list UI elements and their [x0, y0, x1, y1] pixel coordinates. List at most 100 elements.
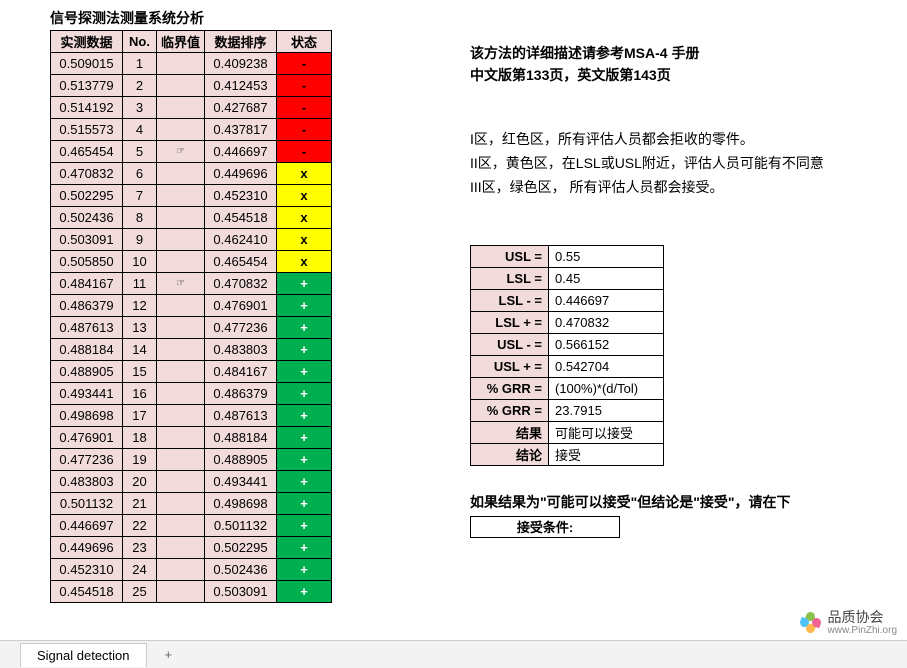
table-row[interactable]: 0.50309190.462410x: [51, 229, 332, 251]
cell-sorted[interactable]: 0.446697: [205, 141, 277, 163]
cell-status[interactable]: +: [277, 405, 332, 427]
cell-no[interactable]: 15: [123, 361, 157, 383]
param-value[interactable]: (100%)*(d/Tol): [549, 378, 664, 400]
cell-status[interactable]: -: [277, 75, 332, 97]
table-row[interactable]: 0.51557340.437817-: [51, 119, 332, 141]
cell-sorted[interactable]: 0.488905: [205, 449, 277, 471]
cell-data[interactable]: 0.484167: [51, 273, 123, 295]
cell-no[interactable]: 20: [123, 471, 157, 493]
cell-sorted[interactable]: 0.501132: [205, 515, 277, 537]
cell-data[interactable]: 0.487613: [51, 317, 123, 339]
cell-status[interactable]: +: [277, 339, 332, 361]
cell-sorted[interactable]: 0.427687: [205, 97, 277, 119]
param-value[interactable]: 0.542704: [549, 356, 664, 378]
cell-status[interactable]: -: [277, 119, 332, 141]
table-row[interactable]: 0.493441160.486379+: [51, 383, 332, 405]
cell-data[interactable]: 0.502436: [51, 207, 123, 229]
cell-sorted[interactable]: 0.477236: [205, 317, 277, 339]
cell-data[interactable]: 0.488905: [51, 361, 123, 383]
cell-thresh[interactable]: [157, 449, 205, 471]
cell-thresh[interactable]: [157, 471, 205, 493]
cell-no[interactable]: 18: [123, 427, 157, 449]
cell-data[interactable]: 0.503091: [51, 229, 123, 251]
cell-status[interactable]: +: [277, 559, 332, 581]
cell-sorted[interactable]: 0.462410: [205, 229, 277, 251]
cell-thresh[interactable]: [157, 559, 205, 581]
cell-no[interactable]: 21: [123, 493, 157, 515]
cell-status[interactable]: +: [277, 295, 332, 317]
param-value[interactable]: 0.470832: [549, 312, 664, 334]
table-row[interactable]: 0.488184140.483803+: [51, 339, 332, 361]
cell-status[interactable]: +: [277, 581, 332, 603]
cell-no[interactable]: 17: [123, 405, 157, 427]
cell-data[interactable]: 0.501132: [51, 493, 123, 515]
cell-status[interactable]: x: [277, 163, 332, 185]
cell-status[interactable]: +: [277, 317, 332, 339]
table-row[interactable]: 0.51377920.412453-: [51, 75, 332, 97]
cell-sorted[interactable]: 0.487613: [205, 405, 277, 427]
cell-sorted[interactable]: 0.412453: [205, 75, 277, 97]
cell-data[interactable]: 0.509015: [51, 53, 123, 75]
table-row[interactable]: 0.50901510.409238-: [51, 53, 332, 75]
table-row[interactable]: 0.454518250.503091+: [51, 581, 332, 603]
param-value[interactable]: 0.55: [549, 246, 664, 268]
cell-thresh[interactable]: [157, 537, 205, 559]
cell-data[interactable]: 0.513779: [51, 75, 123, 97]
cell-sorted[interactable]: 0.483803: [205, 339, 277, 361]
cell-sorted[interactable]: 0.452310: [205, 185, 277, 207]
cell-sorted[interactable]: 0.498698: [205, 493, 277, 515]
cell-thresh[interactable]: [157, 405, 205, 427]
cell-thresh[interactable]: [157, 383, 205, 405]
table-row[interactable]: 0.477236190.488905+: [51, 449, 332, 471]
cell-sorted[interactable]: 0.470832: [205, 273, 277, 295]
table-row[interactable]: 0.5022957 0.452310x: [51, 185, 332, 207]
table-row[interactable]: 0.446697220.501132+: [51, 515, 332, 537]
cell-thresh[interactable]: [157, 427, 205, 449]
cell-thresh[interactable]: [157, 515, 205, 537]
cell-sorted[interactable]: 0.502295: [205, 537, 277, 559]
cell-status[interactable]: +: [277, 383, 332, 405]
cell-status[interactable]: -: [277, 141, 332, 163]
cell-status[interactable]: +: [277, 493, 332, 515]
cell-thresh[interactable]: [157, 119, 205, 141]
table-row[interactable]: 0.50243680.454518x: [51, 207, 332, 229]
cell-thresh[interactable]: [157, 97, 205, 119]
cell-status[interactable]: x: [277, 185, 332, 207]
param-value[interactable]: 0.566152: [549, 334, 664, 356]
cell-status[interactable]: x: [277, 229, 332, 251]
cell-thresh[interactable]: [157, 163, 205, 185]
table-row[interactable]: 0.486379120.476901+: [51, 295, 332, 317]
cell-status[interactable]: +: [277, 361, 332, 383]
cell-thresh[interactable]: [157, 251, 205, 273]
cell-thresh[interactable]: [157, 229, 205, 251]
cell-no[interactable]: 7: [123, 185, 157, 207]
cell-status[interactable]: +: [277, 515, 332, 537]
table-row[interactable]: 0.48416711☞0.470832+: [51, 273, 332, 295]
cell-no[interactable]: 12: [123, 295, 157, 317]
param-value[interactable]: 0.45: [549, 268, 664, 290]
cell-sorted[interactable]: 0.502436: [205, 559, 277, 581]
cell-sorted[interactable]: 0.493441: [205, 471, 277, 493]
cell-sorted[interactable]: 0.484167: [205, 361, 277, 383]
cell-no[interactable]: 11: [123, 273, 157, 295]
cell-data[interactable]: 0.454518: [51, 581, 123, 603]
cell-status[interactable]: +: [277, 449, 332, 471]
table-row[interactable]: 0.49869817 0.487613+: [51, 405, 332, 427]
table-row[interactable]: 0.50113221 0.498698+: [51, 493, 332, 515]
cell-thresh[interactable]: [157, 361, 205, 383]
table-row[interactable]: 0.476901180.488184+: [51, 427, 332, 449]
cell-data[interactable]: 0.505850: [51, 251, 123, 273]
cell-sorted[interactable]: 0.465454: [205, 251, 277, 273]
cell-status[interactable]: x: [277, 207, 332, 229]
cell-no[interactable]: 6: [123, 163, 157, 185]
cell-no[interactable]: 19: [123, 449, 157, 471]
cell-no[interactable]: 1: [123, 53, 157, 75]
cell-no[interactable]: 24: [123, 559, 157, 581]
cell-sorted[interactable]: 0.409238: [205, 53, 277, 75]
cell-no[interactable]: 5: [123, 141, 157, 163]
table-row[interactable]: 0.487613130.477236+: [51, 317, 332, 339]
cell-data[interactable]: 0.498698: [51, 405, 123, 427]
cell-status[interactable]: -: [277, 97, 332, 119]
param-value[interactable]: 接受: [549, 444, 664, 466]
cell-data[interactable]: 0.502295: [51, 185, 123, 207]
